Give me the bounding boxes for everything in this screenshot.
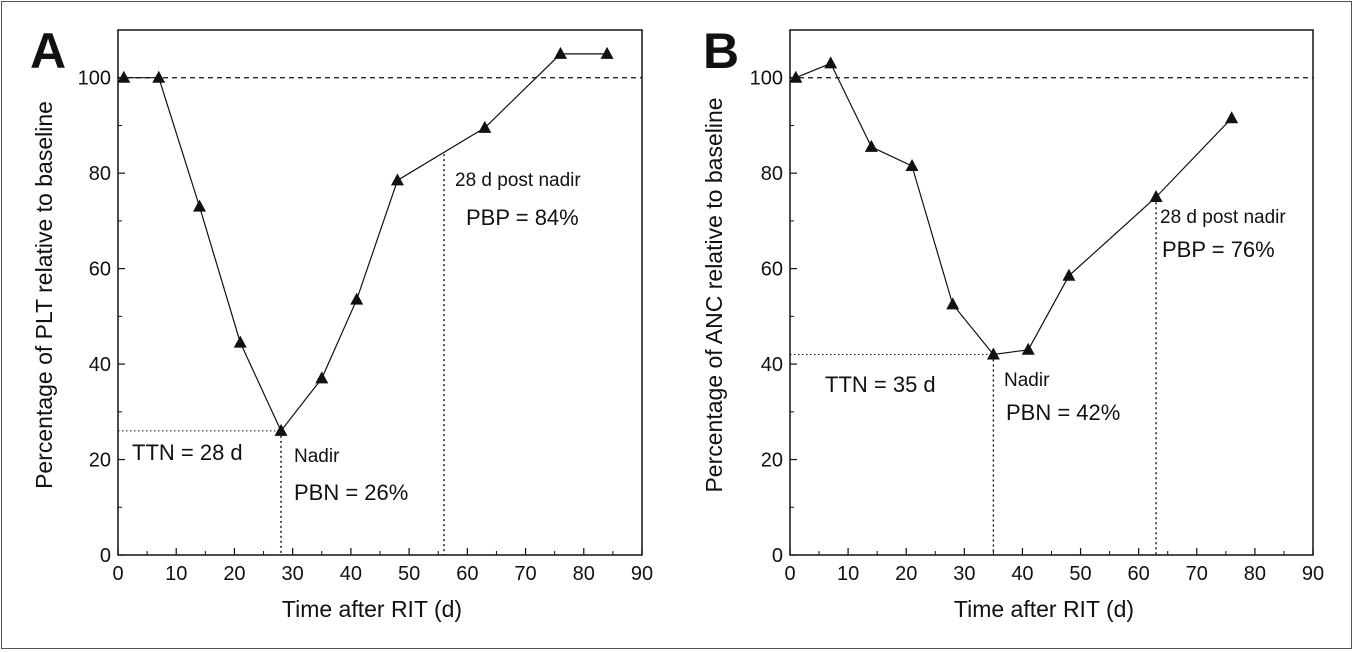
panel-a-data-point <box>390 173 404 186</box>
panel-a-y-tick-label: 0 <box>100 545 111 567</box>
panel-a-series-line <box>123 53 608 433</box>
panel-b-x-tick-label: 30 <box>953 563 975 585</box>
panel-a-post-nadir-label: 28 d post nadir <box>455 170 581 191</box>
panel-a-y-tick-label: 40 <box>89 354 111 376</box>
panel-b-data-point <box>946 297 960 310</box>
panel-b: B Percentage of ANC relative to baseline… <box>701 23 1324 622</box>
panel-b-y-tick-label: 100 <box>750 68 783 90</box>
panel-a-x-tick-label: 70 <box>514 563 536 585</box>
panel-a-data-point <box>553 46 567 59</box>
panel-b-x-tick-label: 60 <box>1128 563 1150 585</box>
panel-a-data-point <box>274 423 288 436</box>
panel-b-letter: B <box>703 23 739 79</box>
panel-b-pbn-label: PBN = 42% <box>1006 400 1120 425</box>
panel-b-x-tick-label: 80 <box>1244 563 1266 585</box>
panel-a-x-tick-label: 20 <box>223 563 245 585</box>
panel-b-x-tick-label: 70 <box>1186 563 1208 585</box>
panel-a-data-point <box>152 70 166 83</box>
panel-b-series-line <box>795 62 1233 356</box>
panel-b-x-tick-label: 50 <box>1069 563 1091 585</box>
panel-a-data-point <box>193 199 207 212</box>
panel-a-plot-frame <box>117 29 643 556</box>
panel-a-x-tick-label: 60 <box>456 563 478 585</box>
panel-a-y-tick-label: 80 <box>89 163 111 185</box>
panel-b-plot-frame <box>789 29 1314 556</box>
panel-b-x-tick-label: 40 <box>1011 563 1033 585</box>
panel-b-y-axis-title: Percentage of ANC relative to baseline <box>701 97 727 492</box>
panel-a-data-point <box>478 120 492 133</box>
panel-b-data-point <box>1062 268 1076 281</box>
panel-a-data-point <box>315 371 329 384</box>
panel-a-pbn-label: PBN = 26% <box>294 480 408 505</box>
panel-b-x-tick-label: 0 <box>784 563 795 585</box>
panel-b-data-point <box>1225 111 1239 124</box>
panel-a-y-axis-title: Percentage of PLT relative to baseline <box>31 101 57 489</box>
panel-b-x-tick-label: 20 <box>895 563 917 585</box>
panel-b-data-point <box>1149 190 1163 203</box>
panel-a-y-tick-label: 60 <box>89 259 111 281</box>
panel-b-data-point <box>905 159 919 172</box>
panel-a-nadir-label: Nadir <box>294 446 340 467</box>
panel-a-x-tick-label: 0 <box>112 563 123 585</box>
panel-a-letter: A <box>30 23 66 79</box>
panel-a-data-point <box>350 292 364 305</box>
panel-a-x-tick-label: 10 <box>165 563 187 585</box>
panel-b-x-tick-label: 90 <box>1302 563 1324 585</box>
panel-b-x-axis-title: Time after RIT (d) <box>954 596 1134 622</box>
panel-a-x-tick-label: 90 <box>631 563 653 585</box>
panel-a-pbp-label: PBP = 84% <box>466 205 579 230</box>
panel-a-data-point <box>117 70 131 83</box>
panel-a: A Percentage of PLT relative to baseline… <box>30 23 653 622</box>
panel-b-y-tick-label: 80 <box>761 163 783 185</box>
panel-b-x-tick-label: 10 <box>837 563 859 585</box>
panel-a-x-tick-label: 50 <box>398 563 420 585</box>
panel-a-x-tick-label: 30 <box>282 563 304 585</box>
panel-a-x-tick-label: 80 <box>573 563 595 585</box>
panel-b-pbp-label: PBP = 76% <box>1162 237 1275 262</box>
panel-a-y-tick-label: 100 <box>78 68 111 90</box>
panel-b-y-tick-label: 40 <box>761 354 783 376</box>
panel-a-x-tick-label: 40 <box>340 563 362 585</box>
panel-b-post-nadir-label: 28 d post nadir <box>1160 207 1286 228</box>
panel-b-y-tick-label: 20 <box>761 450 783 472</box>
panel-a-ttn-label: TTN = 28 d <box>132 440 243 465</box>
panel-a-data-point <box>233 335 247 348</box>
panel-a-x-axis-title: Time after RIT (d) <box>282 596 462 622</box>
panel-b-data-point <box>1021 342 1035 355</box>
panel-b-data-point <box>824 56 838 69</box>
panel-b-y-tick-label: 60 <box>761 259 783 281</box>
panel-b-nadir-label: Nadir <box>1004 370 1050 391</box>
panel-b-data-point <box>986 347 1000 360</box>
panel-b-data-point <box>864 139 878 152</box>
panel-a-data-point <box>600 46 614 59</box>
panel-b-data-point <box>789 70 803 83</box>
panel-b-ttn-label: TTN = 35 d <box>825 372 936 397</box>
panel-a-y-tick-label: 20 <box>89 450 111 472</box>
panel-b-y-tick-label: 0 <box>772 545 783 567</box>
